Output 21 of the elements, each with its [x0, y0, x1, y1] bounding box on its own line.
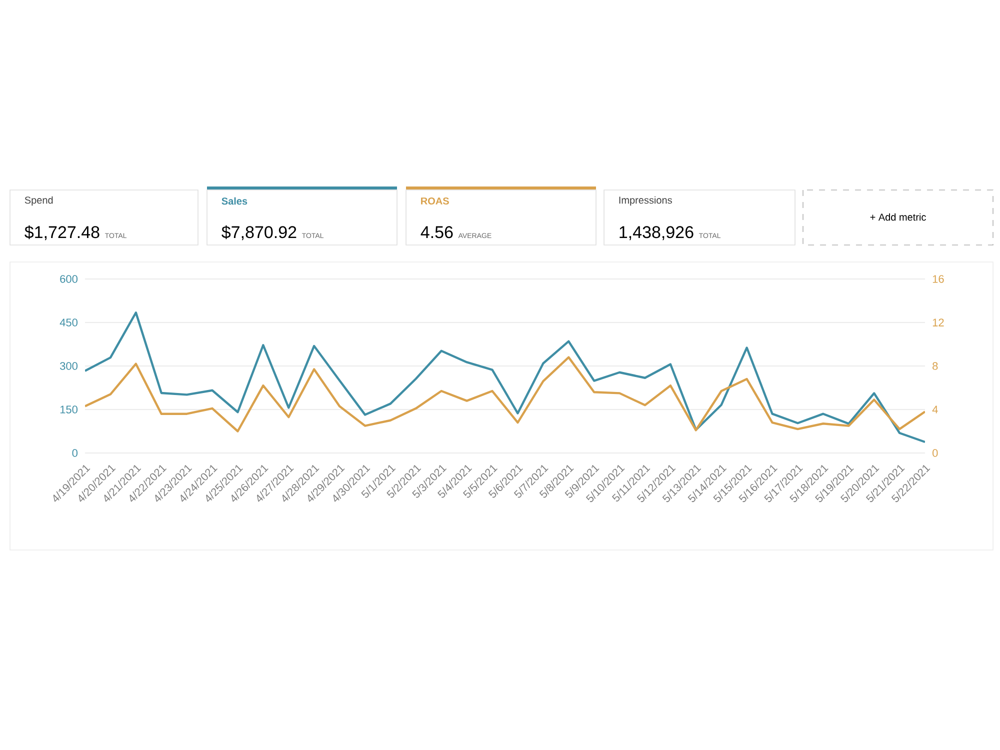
- text: $1,727.48: [24, 225, 100, 240]
- text: 4.56: [420, 226, 453, 238]
- line-series: [85, 312, 926, 444]
- y-tick-label: 600: [60, 275, 78, 283]
- y-tick-label: 300: [60, 362, 78, 370]
- y2-tick-label: 0: [932, 449, 938, 457]
- text: Impressions: [619, 196, 672, 206]
- text: 1,438,926: [620, 226, 694, 240]
- text: Sales: [222, 197, 248, 205]
- y2-tick-label: 8: [932, 362, 938, 370]
- text: Spend: [24, 196, 53, 206]
- line-series: [85, 356, 926, 432]
- y2-tick-label: 4: [932, 406, 938, 414]
- y-tick-label: 450: [60, 318, 78, 326]
- text: + Add metric: [870, 213, 926, 221]
- text: ROAS: [421, 197, 449, 205]
- y2-tick-label: 16: [932, 275, 944, 283]
- y-tick-label: 0: [72, 449, 78, 457]
- y-tick-label: 150: [60, 406, 78, 414]
- text: $7,870.92: [222, 225, 296, 240]
- y2-tick-label: 12: [932, 318, 944, 326]
